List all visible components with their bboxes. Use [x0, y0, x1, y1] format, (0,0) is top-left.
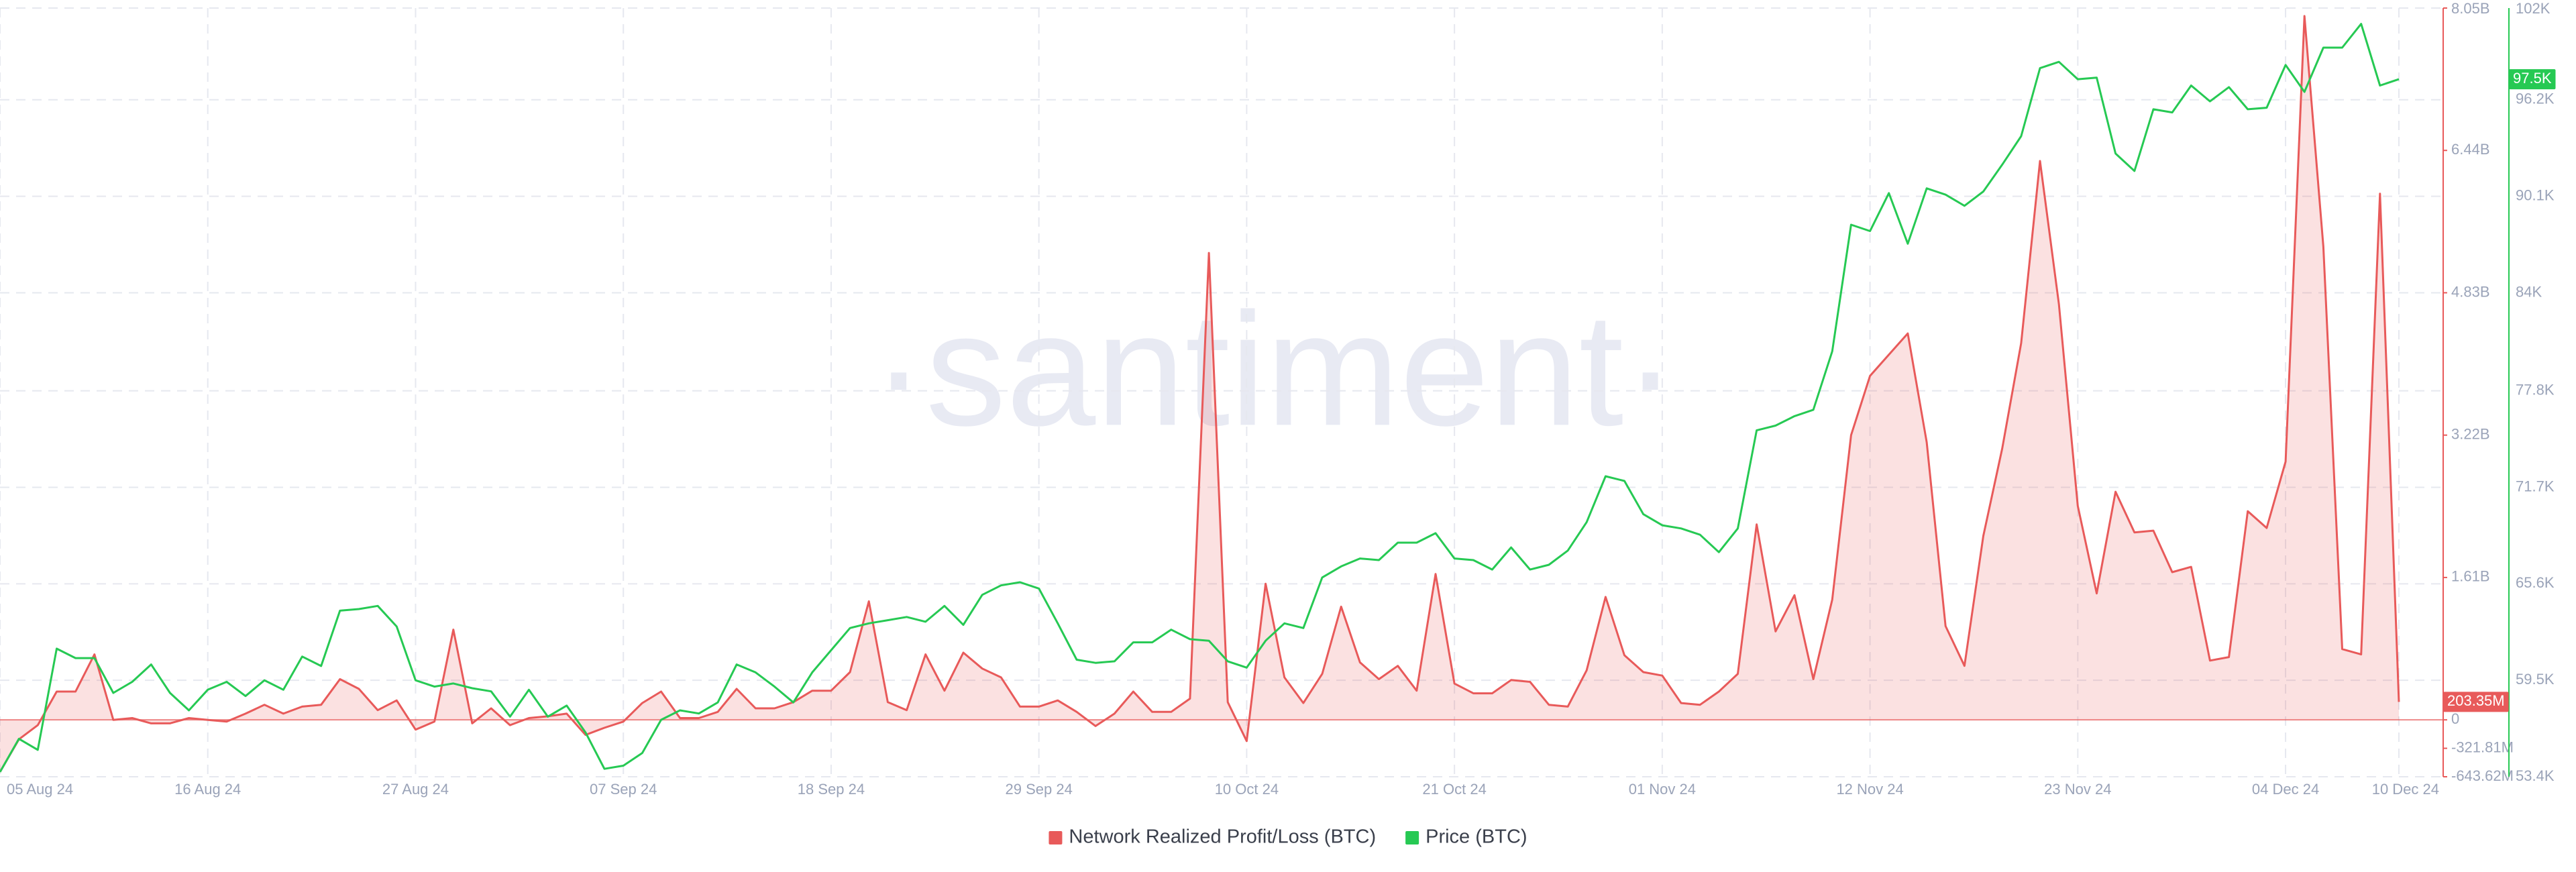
- y-tick-label: -643.62M: [2451, 767, 2514, 784]
- y-tick-label: 0: [2451, 710, 2459, 727]
- x-tick-label: 04 Dec 24: [2252, 781, 2319, 798]
- value-badge: [2443, 692, 2509, 712]
- y2-tick-label: 96.2K: [2516, 91, 2555, 107]
- y2-tick-label: 71.7K: [2516, 478, 2555, 494]
- y2-tick-label: 102K: [2516, 0, 2551, 17]
- y2-tick-label: 53.4K: [2516, 767, 2555, 784]
- x-tick-label: 10 Oct 24: [1215, 781, 1279, 798]
- x-tick-label: 29 Sep 24: [1006, 781, 1073, 798]
- x-tick-label: 10 Dec 24: [2372, 781, 2439, 798]
- value-badge: [2509, 69, 2556, 90]
- y-tick-label: 4.83B: [2451, 283, 2490, 300]
- y2-tick-label: 59.5K: [2516, 671, 2555, 688]
- y2-tick-label: 77.8K: [2516, 381, 2555, 398]
- y-tick-label: 6.44B: [2451, 141, 2490, 158]
- x-tick-label: 16 Aug 24: [174, 781, 241, 798]
- line: [0, 23, 2400, 773]
- legend-label: Price (BTC): [1426, 826, 1527, 848]
- x-tick-label: 01 Nov 24: [1629, 781, 1696, 798]
- legend: Network Realized Profit/Loss (BTC) Price …: [1049, 826, 1527, 848]
- y-tick-label: -321.81M: [2451, 739, 2514, 755]
- legend-swatch: [1405, 831, 1419, 844]
- y-tick-label: 3.22B: [2451, 426, 2490, 443]
- y2-tick-label: 90.1K: [2516, 186, 2555, 203]
- y2-tick-label: 65.6K: [2516, 574, 2555, 591]
- area: [0, 15, 2399, 772]
- y-tick-label: 1.61B: [2451, 568, 2490, 585]
- x-tick-label: 27 Aug 24: [382, 781, 449, 798]
- x-tick-label: 23 Nov 24: [2044, 781, 2111, 798]
- value-badge-label: 203.35M: [2447, 692, 2505, 709]
- value-badge-label: 97.5K: [2513, 70, 2552, 87]
- x-tick-label: 18 Sep 24: [798, 781, 865, 798]
- y-tick-label: 8.05B: [2451, 0, 2490, 17]
- watermark: ·santiment·: [872, 279, 1677, 459]
- x-tick-label: 12 Nov 24: [1836, 781, 1903, 798]
- legend-label: Network Realized Profit/Loss (BTC): [1069, 826, 1376, 848]
- line: [0, 15, 2400, 773]
- x-tick-label: 21 Oct 24: [1422, 781, 1486, 798]
- legend-swatch: [1049, 831, 1063, 844]
- y2-tick-label: 84K: [2516, 283, 2542, 300]
- x-tick-label: 07 Sep 24: [590, 781, 657, 798]
- x-tick-label: 05 Aug 24: [7, 781, 73, 798]
